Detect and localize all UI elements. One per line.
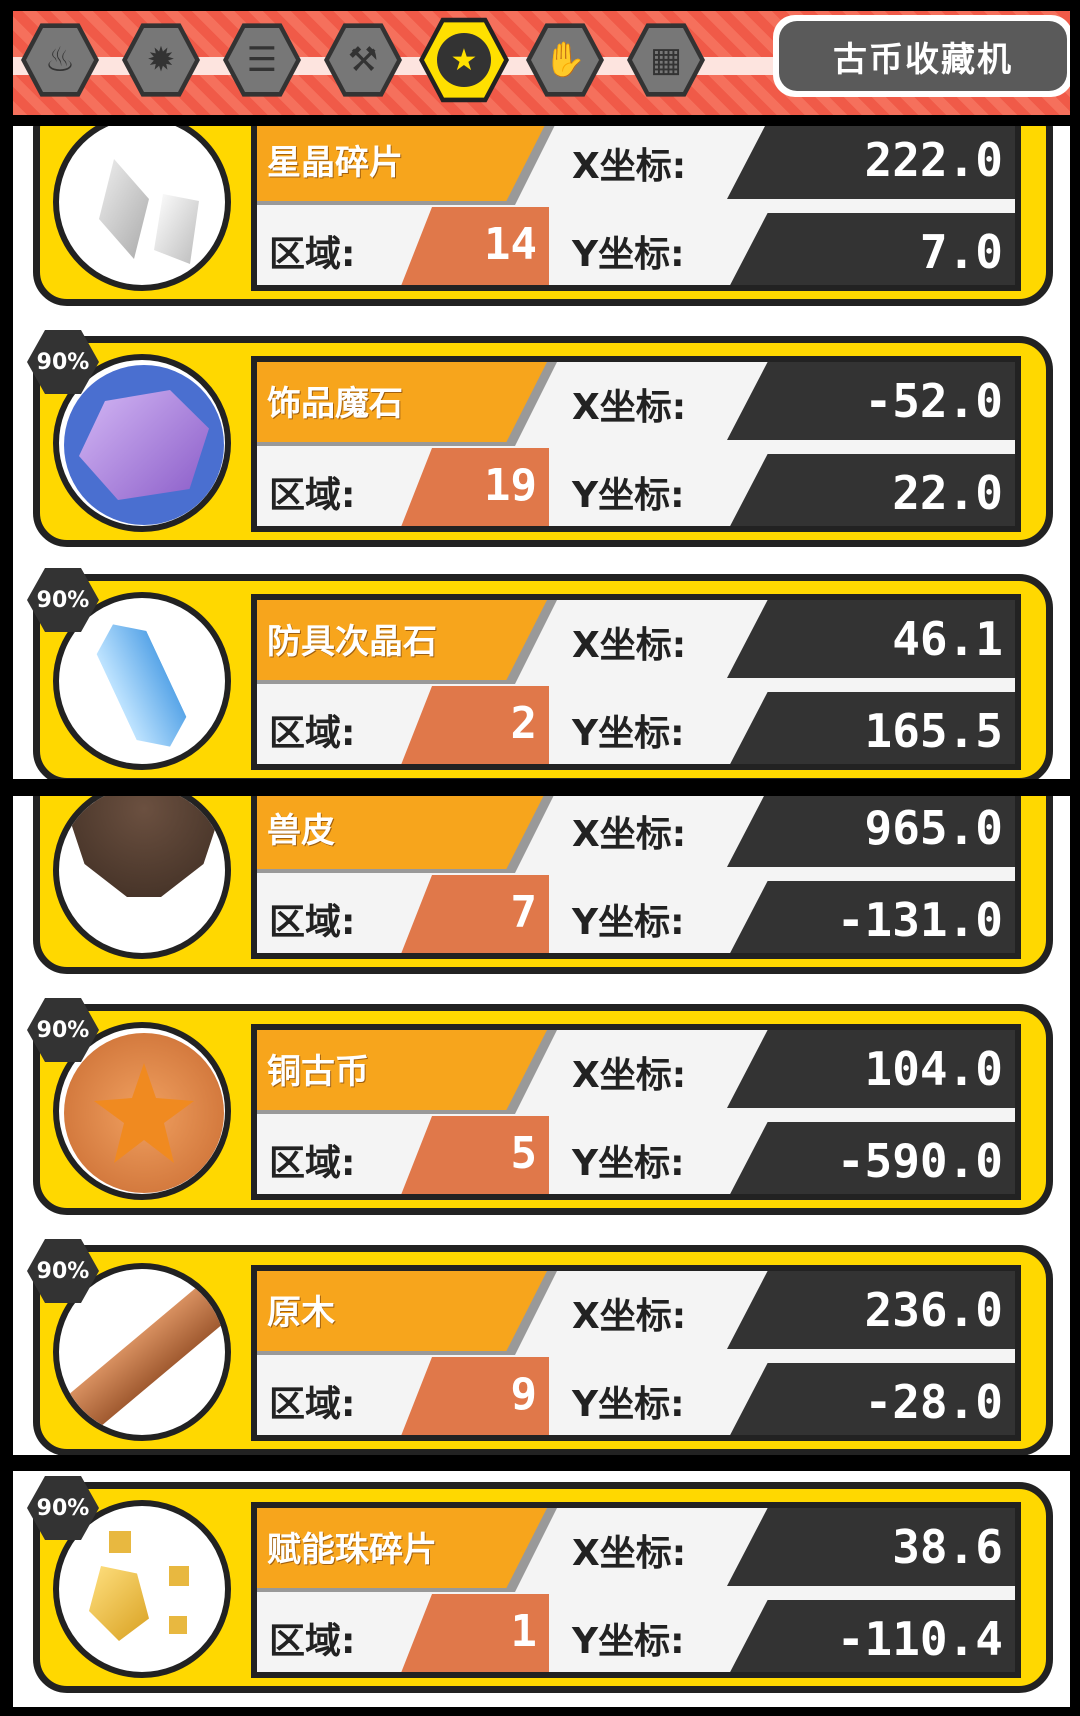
title-label: 古币收藏机 — [779, 21, 1067, 91]
item-name: 赋能珠碎片 — [257, 1508, 547, 1588]
item-info-panel: 赋能珠碎片 区域: 1 X坐标: 38.6 Y坐标: -110.4 — [251, 1502, 1021, 1678]
region-label: 区域: — [269, 475, 356, 516]
region-label: 区域: — [269, 1384, 356, 1425]
x-coordinate-value: -52.0 — [727, 362, 1015, 440]
x-coordinate-label: X坐标: — [572, 1296, 687, 1337]
x-coordinate-label: X坐标: — [572, 1055, 687, 1096]
region-value: 7 — [399, 875, 549, 953]
title-button[interactable]: 古币收藏机 — [773, 15, 1070, 97]
item-name: 防具次晶石 — [257, 600, 547, 680]
screenshot-section-3: 90% 赋能珠碎片 区域: 1 X坐标: 38.6 Y坐标: -110.4 — [13, 1471, 1070, 1707]
coins-icon: ☰ — [246, 40, 278, 80]
item-info-panel: 铜古币 区域: 5 X坐标: 104.0 Y坐标: -590.0 — [251, 1024, 1021, 1200]
item-name: 饰品魔石 — [257, 362, 547, 442]
animal-hide-icon — [53, 796, 231, 959]
x-coordinate-label: X坐标: — [572, 1533, 687, 1574]
region-value: 19 — [399, 448, 549, 526]
item-info-panel: 星晶碎片 区域: 14 X坐标: 222.0 Y坐标: 7.0 — [251, 126, 1021, 291]
item-card[interactable]: 90% 铜古币 区域: 5 X坐标: 104.0 Y坐标: -590.0 — [27, 998, 1053, 1215]
top-tab-bar: ♨ ✹ ☰ ⚒ ★ ✋ ▦ 古币收藏机 — [13, 11, 1070, 115]
y-coordinate-label: Y坐标: — [572, 1621, 685, 1662]
y-coordinate-label: Y坐标: — [572, 475, 685, 516]
y-coordinate-value: -590.0 — [727, 1122, 1015, 1194]
y-coordinate-label: Y坐标: — [572, 234, 685, 275]
item-name: 铜古币 — [257, 1030, 547, 1110]
region-label: 区域: — [269, 1621, 356, 1662]
region-value: 14 — [399, 207, 549, 285]
tab-glove[interactable]: ✋ — [526, 23, 604, 97]
x-coordinate-value: 236.0 — [727, 1271, 1015, 1349]
x-coordinate-value: 965.0 — [727, 796, 1015, 867]
item-card[interactable]: 90% 饰品魔石 区域: 19 X坐标: -52.0 Y坐标: 22.0 — [27, 330, 1053, 547]
region-label: 区域: — [269, 713, 356, 754]
x-coordinate-value: 222.0 — [727, 126, 1015, 199]
region-value: 1 — [399, 1594, 549, 1672]
y-coordinate-value: 7.0 — [727, 213, 1015, 285]
x-coordinate-label: X坐标: — [572, 814, 687, 855]
probability-badge: 90% — [27, 998, 99, 1062]
grid-icon: ▦ — [649, 40, 683, 80]
item-info-panel: 兽皮 区域: 7 X坐标: 965.0 Y坐标: -131.0 — [251, 796, 1021, 959]
region-label: 区域: — [269, 902, 356, 943]
item-name: 原木 — [257, 1271, 547, 1351]
tab-fire-burst[interactable]: ✹ — [122, 23, 200, 97]
hammer-icon: ⚒ — [347, 40, 379, 80]
tab-hammer[interactable]: ⚒ — [324, 23, 402, 97]
tab-star[interactable]: ★ — [419, 17, 509, 103]
y-coordinate-value: 165.5 — [727, 692, 1015, 764]
glove-icon: ✋ — [543, 40, 587, 80]
y-coordinate-value: -110.4 — [727, 1600, 1015, 1672]
y-coordinate-label: Y坐标: — [572, 1384, 685, 1425]
region-value: 5 — [399, 1116, 549, 1194]
x-coordinate-value: 46.1 — [727, 600, 1015, 678]
crystal-shards-icon — [53, 126, 231, 291]
probability-badge: 90% — [27, 568, 99, 632]
tab-grid[interactable]: ▦ — [627, 23, 705, 97]
item-info-panel: 防具次晶石 区域: 2 X坐标: 46.1 Y坐标: 165.5 — [251, 594, 1021, 770]
region-label: 区域: — [269, 234, 356, 275]
item-card[interactable]: 90% 原木 区域: 9 X坐标: 236.0 Y坐标: -28.0 — [27, 1239, 1053, 1455]
region-value: 9 — [399, 1357, 549, 1435]
flame-icon: ♨ — [44, 40, 76, 80]
region-label: 区域: — [269, 1143, 356, 1184]
item-card[interactable]: 90% 赋能珠碎片 区域: 1 X坐标: 38.6 Y坐标: -110.4 — [27, 1476, 1053, 1693]
y-coordinate-value: -131.0 — [727, 881, 1015, 953]
item-name: 兽皮 — [257, 796, 547, 869]
x-coordinate-value: 38.6 — [727, 1508, 1015, 1586]
tab-flame[interactable]: ♨ — [21, 23, 99, 97]
item-info-panel: 饰品魔石 区域: 19 X坐标: -52.0 Y坐标: 22.0 — [251, 356, 1021, 532]
y-coordinate-value: -28.0 — [727, 1363, 1015, 1435]
item-card[interactable]: 90% 防具次晶石 区域: 2 X坐标: 46.1 Y坐标: 165.5 — [27, 568, 1053, 779]
item-info-panel: 原木 区域: 9 X坐标: 236.0 Y坐标: -28.0 — [251, 1265, 1021, 1441]
screenshot-section-2: 兽皮 区域: 7 X坐标: 965.0 Y坐标: -131.0 90% 铜古币 … — [13, 796, 1070, 1455]
x-coordinate-label: X坐标: — [572, 146, 687, 187]
item-card[interactable]: 星晶碎片 区域: 14 X坐标: 222.0 Y坐标: 7.0 — [33, 126, 1053, 306]
copper-coin-icon — [53, 1022, 231, 1200]
screenshot-section-1: 星晶碎片 区域: 14 X坐标: 222.0 Y坐标: 7.0 90% 饰品魔石… — [13, 126, 1070, 779]
y-coordinate-label: Y坐标: — [572, 902, 685, 943]
region-value: 2 — [399, 686, 549, 764]
x-coordinate-label: X坐标: — [572, 625, 687, 666]
tab-coins[interactable]: ☰ — [223, 23, 301, 97]
item-name: 星晶碎片 — [257, 126, 547, 201]
y-coordinate-label: Y坐标: — [572, 713, 685, 754]
fire-burst-icon: ✹ — [146, 40, 176, 80]
x-coordinate-label: X坐标: — [572, 387, 687, 428]
x-coordinate-value: 104.0 — [727, 1030, 1015, 1108]
y-coordinate-label: Y坐标: — [572, 1143, 685, 1184]
star-icon: ★ — [437, 33, 491, 87]
y-coordinate-value: 22.0 — [727, 454, 1015, 526]
item-card[interactable]: 兽皮 区域: 7 X坐标: 965.0 Y坐标: -131.0 — [33, 796, 1053, 974]
